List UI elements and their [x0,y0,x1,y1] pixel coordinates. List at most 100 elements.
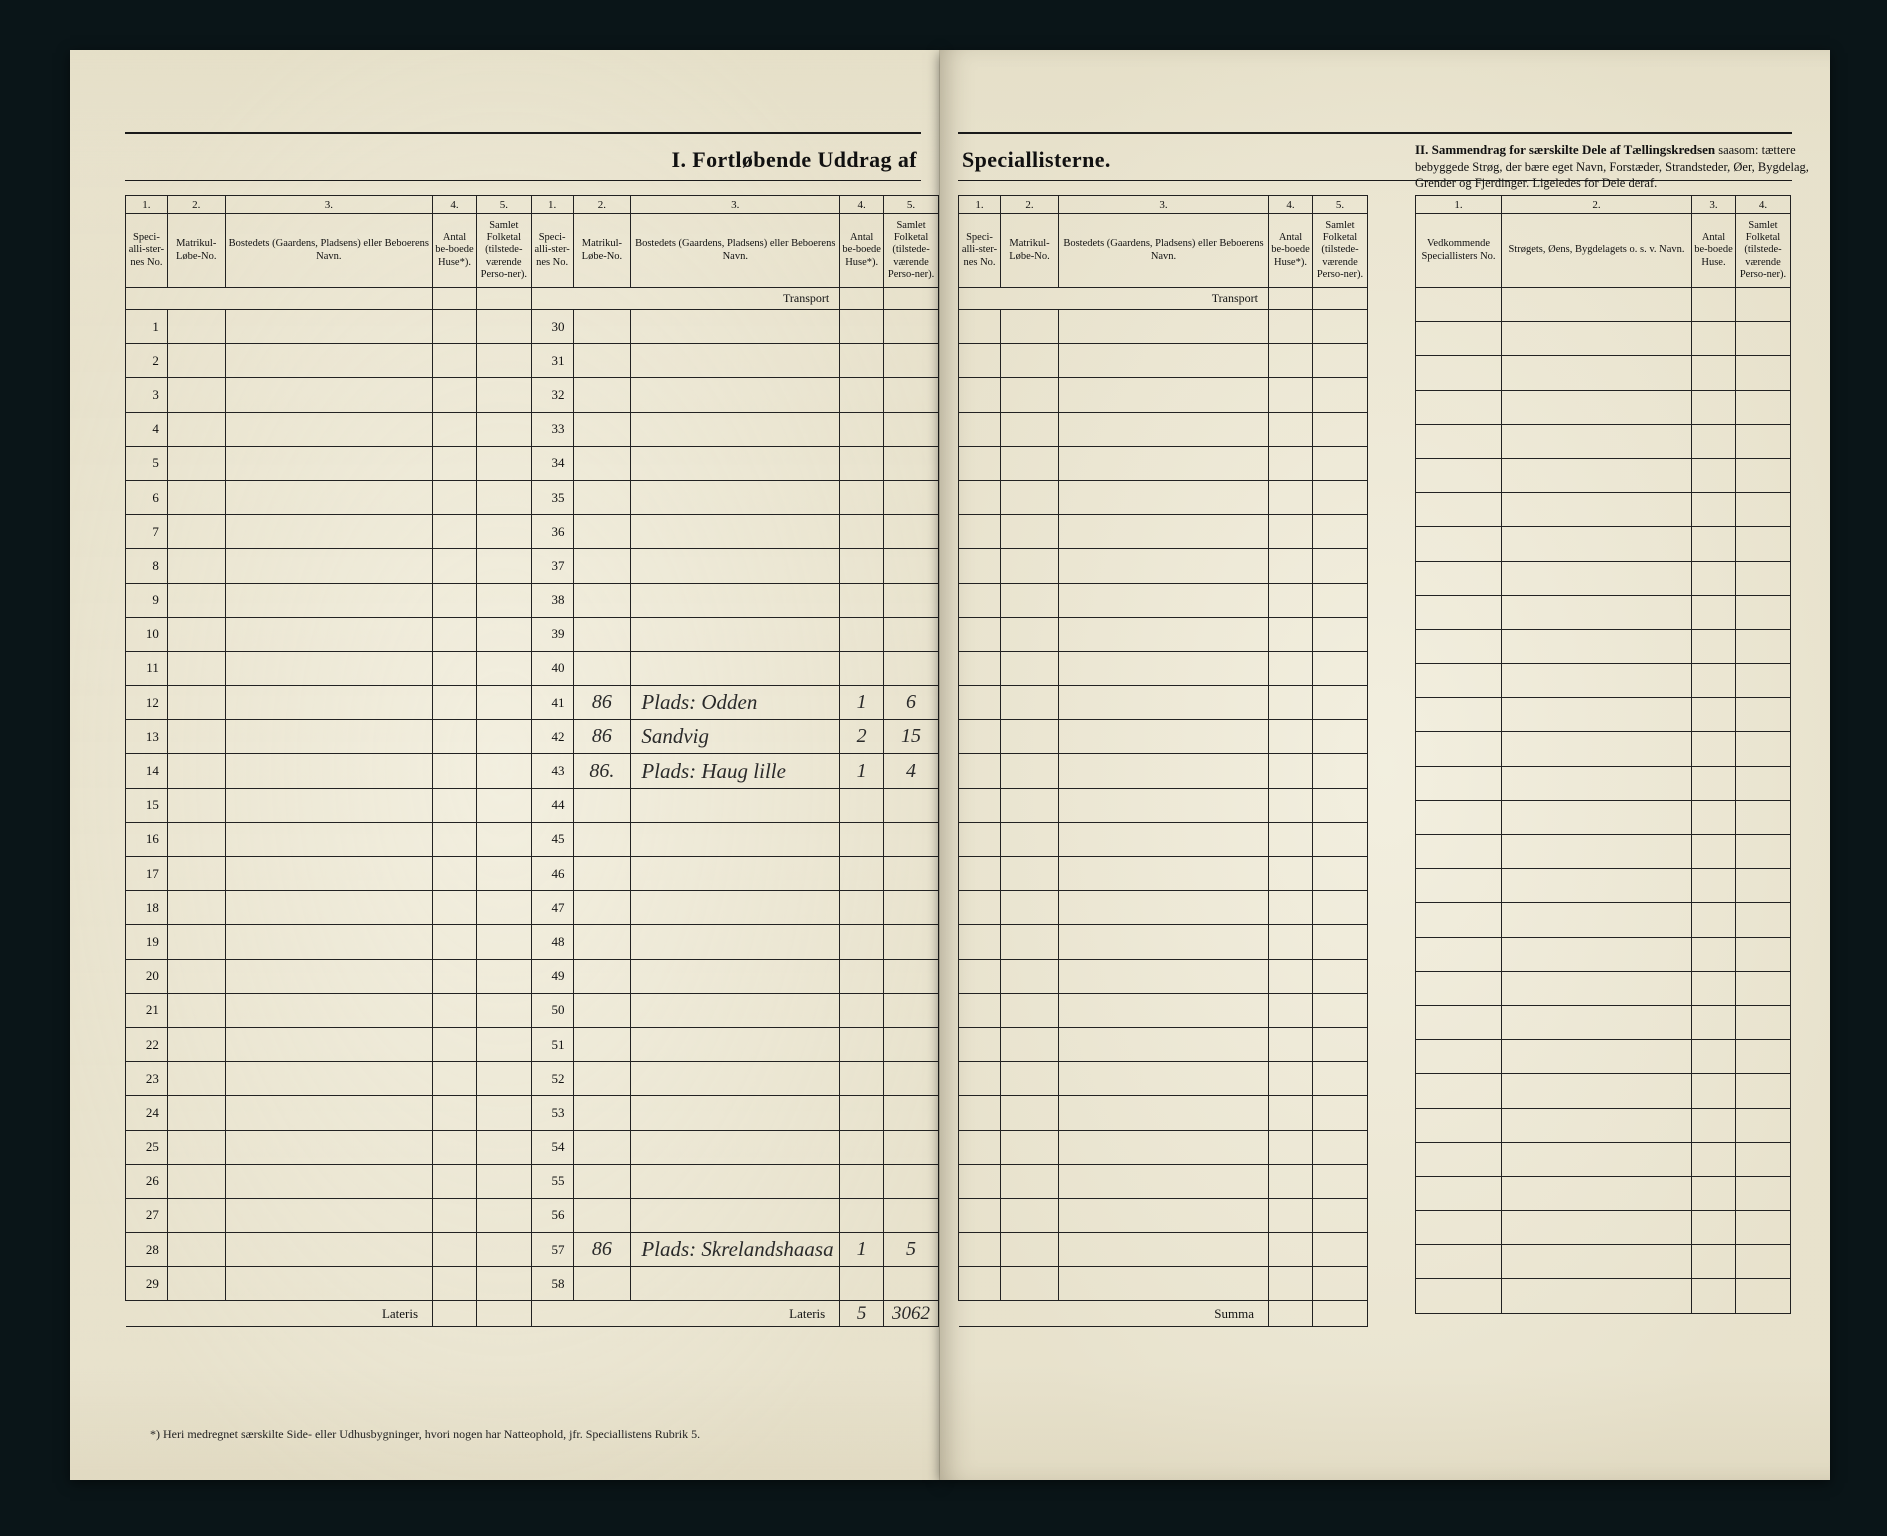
colhead: Samlet Folketal (tilstede-værende Perso-… [1736,214,1791,288]
cell-huse [840,891,884,925]
cell-folk [476,857,531,891]
table-row: 1645 [126,822,939,856]
table-row [959,617,1368,651]
cell-name [225,1130,432,1164]
cell-mat [167,925,225,959]
cell-mat [573,1164,631,1198]
row-no: 45 [531,822,573,856]
table-row: 130 [126,310,939,344]
cell-mat [167,549,225,583]
cell-mat [573,515,631,549]
row-no: 51 [531,1027,573,1061]
colhead: Bostedets (Gaardens, Pladsens) eller Beb… [1059,214,1269,288]
summa-label: Summa [959,1301,1269,1327]
cell-name [225,1027,432,1061]
cell-mat [167,1062,225,1096]
table-row [959,1130,1368,1164]
row-no: 54 [531,1130,573,1164]
table-row [959,344,1368,378]
cell-huse [840,1164,884,1198]
cell-folk: 6 [884,686,939,720]
cell-mat [167,754,225,788]
row-no: 19 [126,925,168,959]
table-row [1416,732,1791,766]
cell-name [631,1096,840,1130]
table-row [1416,869,1791,903]
row-no: 39 [531,617,573,651]
colnum: 1. [1416,196,1502,214]
table-row [959,412,1368,446]
table-row [1416,1245,1791,1279]
cell-name: Plads: Haug lille [631,754,840,788]
colhead: Antal be-boede Huse. [1692,214,1736,288]
right-page: Speciallisterne. II. Sammendrag for særs… [940,50,1830,1480]
cell-folk [884,617,939,651]
row-no: 23 [126,1062,168,1096]
table-row: 2049 [126,959,939,993]
colnum: 1. [126,196,168,214]
colnum: 2. [573,196,631,214]
cell-mat [167,344,225,378]
cell-mat [573,583,631,617]
cell-mat [167,515,225,549]
cell-folk [884,993,939,1027]
cell-name [631,1062,840,1096]
row-no: 57 [531,1233,573,1267]
cell-mat [167,310,225,344]
lateris-folk: 3062 [884,1301,939,1327]
row-no: 7 [126,515,168,549]
cell-name [631,993,840,1027]
col-header-row: Vedkommende Speciallisters No. Strøgets,… [1416,214,1791,288]
colnum: 3. [225,196,432,214]
table-row: 1847 [126,891,939,925]
cell-name [225,1198,432,1232]
cell-folk [476,1233,531,1267]
cell-huse [840,959,884,993]
cell-huse [840,446,884,480]
cell-folk [884,891,939,925]
row-no: 22 [126,1027,168,1061]
row-no: 26 [126,1164,168,1198]
row-no: 30 [531,310,573,344]
colnum: 3. [1059,196,1269,214]
table-row: 938 [126,583,939,617]
table-row [1416,937,1791,971]
cell-folk [476,310,531,344]
cell-name [225,1062,432,1096]
cell-folk [884,925,939,959]
cell-mat [573,1198,631,1232]
colnum: 4. [840,196,884,214]
cell-huse [433,446,477,480]
row-no: 32 [531,378,573,412]
colhead: Samlet Folketal (tilstede-værende Perso-… [884,214,939,288]
cell-huse [840,310,884,344]
cell-huse [840,925,884,959]
cell-name [225,378,432,412]
row-no: 36 [531,515,573,549]
cell-name [225,788,432,822]
ledger-left: 1. 2. 3. 4. 5. 1. 2. 3. 4. 5. Speci-alli… [125,195,939,1327]
cell-folk [884,515,939,549]
row-no: 47 [531,891,573,925]
colnum: 5. [1313,196,1368,214]
row-no: 25 [126,1130,168,1164]
transport-label: Transport [631,288,840,310]
cell-name [631,822,840,856]
row-no: 31 [531,344,573,378]
cell-folk [476,1164,531,1198]
cell-name [631,925,840,959]
cell-huse [433,822,477,856]
cell-name [225,686,432,720]
table-row [959,1198,1368,1232]
cell-mat [167,378,225,412]
table-row [1416,1142,1791,1176]
col-number-row: 1. 2. 3. 4. [1416,196,1791,214]
cell-folk [884,822,939,856]
cell-mat [573,925,631,959]
cell-folk [884,857,939,891]
cell-folk [884,1096,939,1130]
row-no: 17 [126,857,168,891]
cell-mat [573,993,631,1027]
cell-folk [476,788,531,822]
cell-mat: 86 [573,1233,631,1267]
